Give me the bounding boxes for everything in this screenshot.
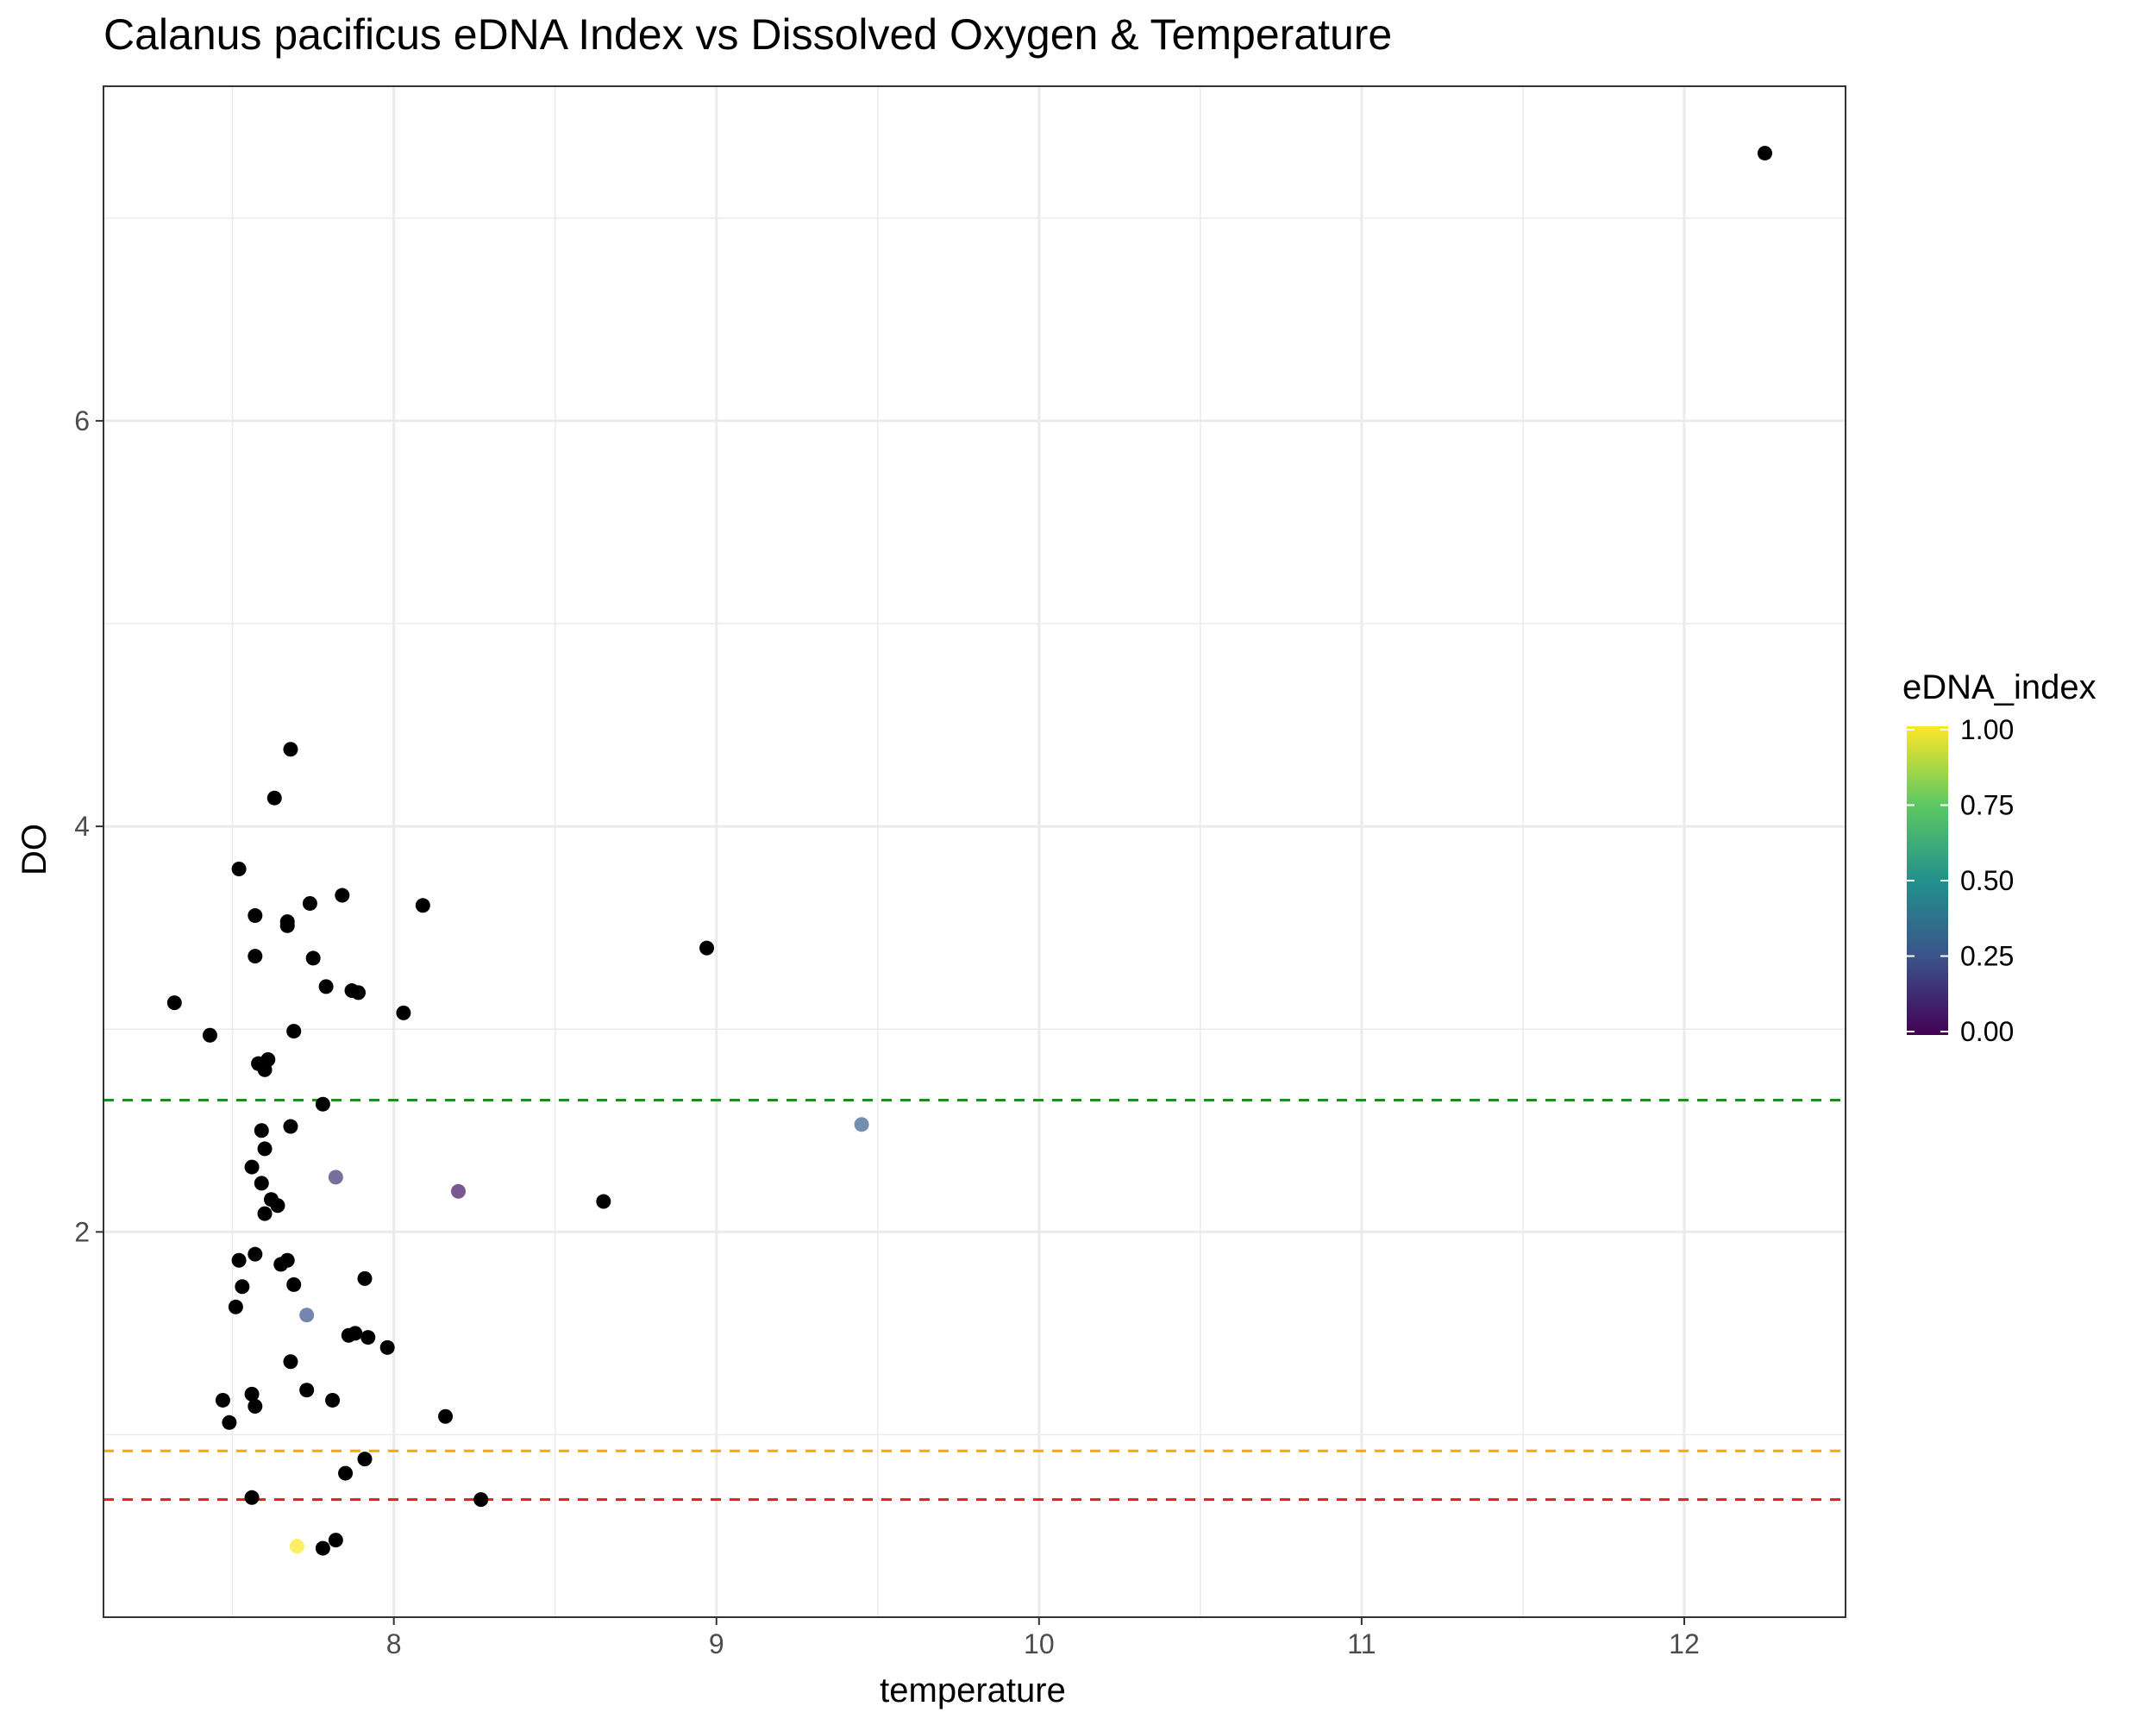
data-point <box>215 1392 230 1408</box>
y-axis-title: DO <box>16 824 53 875</box>
y-tick-label: 6 <box>74 405 90 436</box>
data-point <box>1757 146 1772 161</box>
data-point <box>248 1398 263 1414</box>
x-axis-title: temperature <box>880 1672 1066 1709</box>
colorbar-tick-label: 0.25 <box>1960 941 2014 972</box>
data-point <box>222 1414 237 1430</box>
data-point <box>257 1141 273 1157</box>
data-point <box>338 1465 354 1481</box>
data-point <box>315 1096 330 1112</box>
data-point <box>248 949 263 964</box>
data-point <box>289 1539 304 1554</box>
data-point <box>473 1492 489 1508</box>
data-point <box>248 1246 263 1262</box>
data-point <box>235 1279 250 1295</box>
data-point <box>244 1159 260 1175</box>
data-point <box>328 1170 343 1185</box>
data-point <box>228 1299 243 1314</box>
data-point <box>596 1194 611 1209</box>
reference-lines <box>103 1098 1846 1502</box>
legend-title: eDNA_index <box>1902 668 2096 706</box>
data-point <box>248 908 263 924</box>
x-tick-label: 10 <box>1024 1628 1055 1659</box>
data-point <box>396 1005 411 1020</box>
data-point <box>357 1270 373 1286</box>
data-point <box>202 1027 217 1043</box>
x-tick-label: 9 <box>709 1628 724 1659</box>
data-point <box>299 1308 315 1323</box>
data-point <box>854 1117 869 1132</box>
data-point <box>257 1062 273 1077</box>
data-point <box>351 985 367 1000</box>
data-point <box>357 1452 373 1467</box>
colorbar-tick-label: 0.50 <box>1960 865 2014 896</box>
data-point <box>244 1490 260 1505</box>
data-point <box>360 1330 376 1346</box>
data-point <box>415 898 430 913</box>
data-point <box>315 1540 330 1556</box>
data-point <box>379 1339 395 1355</box>
plot-panel <box>103 85 1846 1618</box>
colorbar-legend: eDNA_index 0.00 0.25 0.50 0.75 1.00 <box>1902 668 2096 1047</box>
major-gridlines <box>103 86 1846 1617</box>
colorbar-tick-label: 1.00 <box>1960 714 2014 745</box>
x-tick-label: 8 <box>386 1628 402 1659</box>
y-tick-label: 2 <box>74 1216 90 1247</box>
data-point <box>325 1392 341 1408</box>
data-point <box>328 1533 343 1548</box>
data-point <box>305 950 321 966</box>
colorbar-tick-label: 0.00 <box>1960 1016 2014 1047</box>
x-tick-label: 11 <box>1347 1628 1376 1659</box>
colorbar-ticks: 0.00 0.25 0.50 0.75 1.00 <box>1907 714 2014 1047</box>
data-point <box>283 742 298 757</box>
data-point <box>254 1176 269 1191</box>
x-tick-label: 12 <box>1669 1628 1700 1659</box>
data-point <box>166 995 182 1011</box>
data-point <box>286 1024 302 1039</box>
data-points <box>166 146 1772 1556</box>
x-axis: 8 9 10 11 12 <box>386 1617 1700 1659</box>
data-point <box>299 1383 315 1398</box>
data-point <box>231 1252 247 1268</box>
data-point <box>257 1206 273 1221</box>
colorbar-tick-label: 0.75 <box>1960 790 2014 821</box>
y-axis: 2 4 6 <box>74 405 103 1247</box>
data-point <box>318 979 334 994</box>
data-point <box>270 1198 285 1214</box>
data-point <box>302 895 317 911</box>
data-point <box>266 790 282 806</box>
data-point <box>254 1123 269 1138</box>
data-point <box>341 1327 356 1343</box>
data-point <box>283 1119 298 1134</box>
plot-panel-border <box>103 85 1846 1618</box>
y-tick-label: 4 <box>74 811 90 842</box>
chart-title: Calanus pacificus eDNA Index vs Dissolve… <box>103 10 1392 59</box>
data-point <box>699 940 715 956</box>
data-point <box>286 1276 302 1292</box>
data-point <box>273 1257 289 1272</box>
data-point <box>244 1386 260 1402</box>
data-point <box>450 1183 466 1199</box>
data-point <box>283 1354 298 1370</box>
data-point <box>438 1408 454 1424</box>
data-point <box>279 918 295 933</box>
data-point <box>335 888 350 903</box>
data-point <box>231 861 247 876</box>
